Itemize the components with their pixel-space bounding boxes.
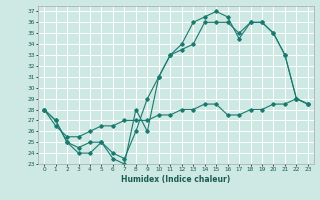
X-axis label: Humidex (Indice chaleur): Humidex (Indice chaleur) (121, 175, 231, 184)
